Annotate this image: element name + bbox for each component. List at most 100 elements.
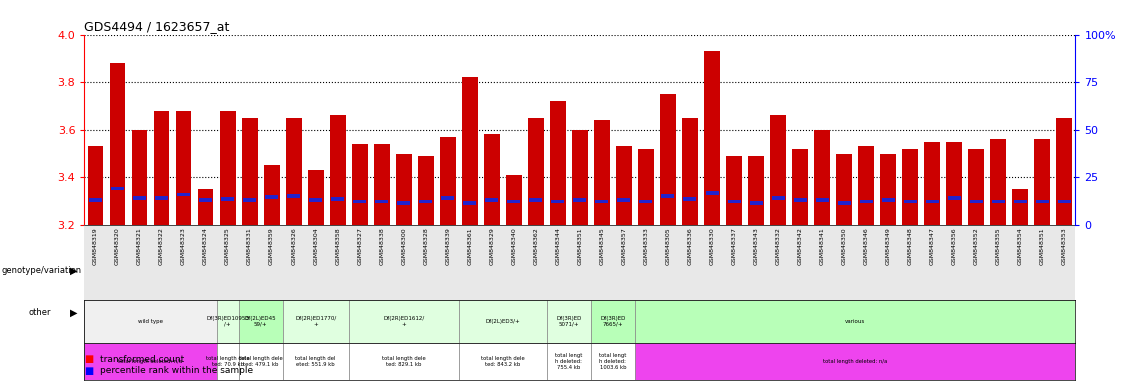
Text: GSM848340: GSM848340 (511, 227, 517, 265)
Text: GSM848341: GSM848341 (820, 227, 824, 265)
Text: Df(2R)ED1612/
+: Df(2R)ED1612/ + (383, 316, 425, 327)
Text: GSM848356: GSM848356 (951, 227, 957, 265)
Bar (616, 146, 632, 225)
Text: Df(2L)ED45
59/+: Df(2L)ED45 59/+ (244, 316, 276, 327)
Bar (640, 200, 652, 204)
Text: wild type: wild type (138, 319, 163, 324)
Bar (176, 111, 191, 225)
Bar (216, 343, 239, 380)
Text: GSM848353: GSM848353 (1062, 227, 1066, 265)
Bar (239, 300, 283, 343)
Bar (902, 149, 918, 225)
Bar (591, 343, 635, 380)
Bar (418, 156, 434, 225)
Bar (572, 130, 588, 225)
Bar (330, 116, 346, 225)
Text: Df(3R)ED
7665/+: Df(3R)ED 7665/+ (600, 316, 626, 327)
Bar (220, 111, 235, 225)
Text: GSM848339: GSM848339 (445, 227, 450, 265)
Text: ▶: ▶ (70, 266, 78, 276)
Bar (1012, 189, 1028, 225)
Bar (638, 149, 654, 225)
Text: ■: ■ (84, 366, 93, 376)
Bar (331, 197, 345, 201)
Bar (1035, 139, 1051, 225)
Bar (283, 343, 349, 380)
Bar (815, 199, 829, 202)
Bar (239, 343, 283, 380)
Text: Df(3R)ED
5071/+: Df(3R)ED 5071/+ (556, 316, 581, 327)
Bar (177, 192, 190, 196)
Text: ■: ■ (84, 354, 93, 364)
Bar (221, 197, 234, 201)
Text: GSM848319: GSM848319 (93, 227, 98, 265)
Bar (859, 200, 873, 204)
Text: other: other (28, 308, 51, 318)
Text: GSM848322: GSM848322 (159, 227, 164, 265)
Text: genotype/variation: genotype/variation (1, 266, 81, 275)
Text: GSM848336: GSM848336 (688, 227, 692, 265)
Bar (283, 300, 349, 343)
Bar (375, 200, 388, 204)
Text: total length dele
ted: 70.9 kb: total length dele ted: 70.9 kb (206, 356, 250, 367)
Bar (881, 154, 896, 225)
Bar (926, 200, 939, 204)
Text: GSM848330: GSM848330 (709, 227, 715, 265)
Bar (419, 200, 432, 204)
Bar (397, 201, 410, 205)
Bar (310, 199, 322, 202)
Bar (704, 51, 720, 225)
Bar (924, 142, 940, 225)
Text: GSM848327: GSM848327 (357, 227, 363, 265)
Bar (771, 196, 785, 200)
Bar (948, 196, 960, 200)
Text: GSM848342: GSM848342 (797, 227, 803, 265)
Text: total length dele
ted: 479.1 kb: total length dele ted: 479.1 kb (239, 356, 283, 367)
Text: GSM848344: GSM848344 (555, 227, 561, 265)
Bar (198, 189, 214, 225)
Bar (991, 139, 1007, 225)
Bar (84, 343, 216, 380)
Text: GSM848354: GSM848354 (1018, 227, 1022, 265)
Bar (814, 130, 830, 225)
Text: GSM848358: GSM848358 (336, 227, 340, 265)
Text: GSM848333: GSM848333 (643, 227, 649, 265)
Bar (458, 300, 547, 343)
Text: Df(2R)ED1770/
+: Df(2R)ED1770/ + (295, 316, 337, 327)
Text: GSM848350: GSM848350 (841, 227, 847, 265)
Text: GSM848343: GSM848343 (753, 227, 759, 265)
Text: GSM848348: GSM848348 (908, 227, 913, 265)
Bar (858, 146, 874, 225)
Text: GSM848320: GSM848320 (115, 227, 120, 265)
Bar (750, 201, 762, 205)
Bar (265, 195, 278, 199)
Bar (396, 154, 412, 225)
Text: GSM848361: GSM848361 (467, 227, 472, 265)
Bar (838, 201, 850, 205)
Text: GSM848321: GSM848321 (137, 227, 142, 265)
Text: GSM848337: GSM848337 (732, 227, 736, 265)
Bar (946, 142, 962, 225)
Text: percentile rank within the sample: percentile rank within the sample (100, 366, 253, 375)
Text: total lengt
h deleted:
1003.6 kb: total lengt h deleted: 1003.6 kb (599, 353, 626, 370)
Text: Df(3R)ED10953
/+: Df(3R)ED10953 /+ (206, 316, 249, 327)
Text: total length del
eted: 551.9 kb: total length del eted: 551.9 kb (295, 356, 336, 367)
Bar (596, 200, 608, 204)
Bar (635, 300, 1075, 343)
Bar (992, 200, 1004, 204)
Bar (706, 191, 718, 195)
Text: GSM848331: GSM848331 (247, 227, 252, 265)
Text: GSM848326: GSM848326 (292, 227, 296, 265)
Bar (84, 300, 216, 343)
Bar (307, 170, 323, 225)
Bar (132, 130, 148, 225)
Bar (528, 118, 544, 225)
Bar (243, 199, 256, 202)
Text: GSM848351: GSM848351 (1039, 227, 1045, 265)
Bar (794, 199, 806, 202)
Text: various: various (844, 319, 865, 324)
Text: GSM848300: GSM848300 (401, 227, 406, 265)
Bar (463, 201, 476, 205)
Bar (89, 199, 102, 202)
Bar (349, 300, 458, 343)
